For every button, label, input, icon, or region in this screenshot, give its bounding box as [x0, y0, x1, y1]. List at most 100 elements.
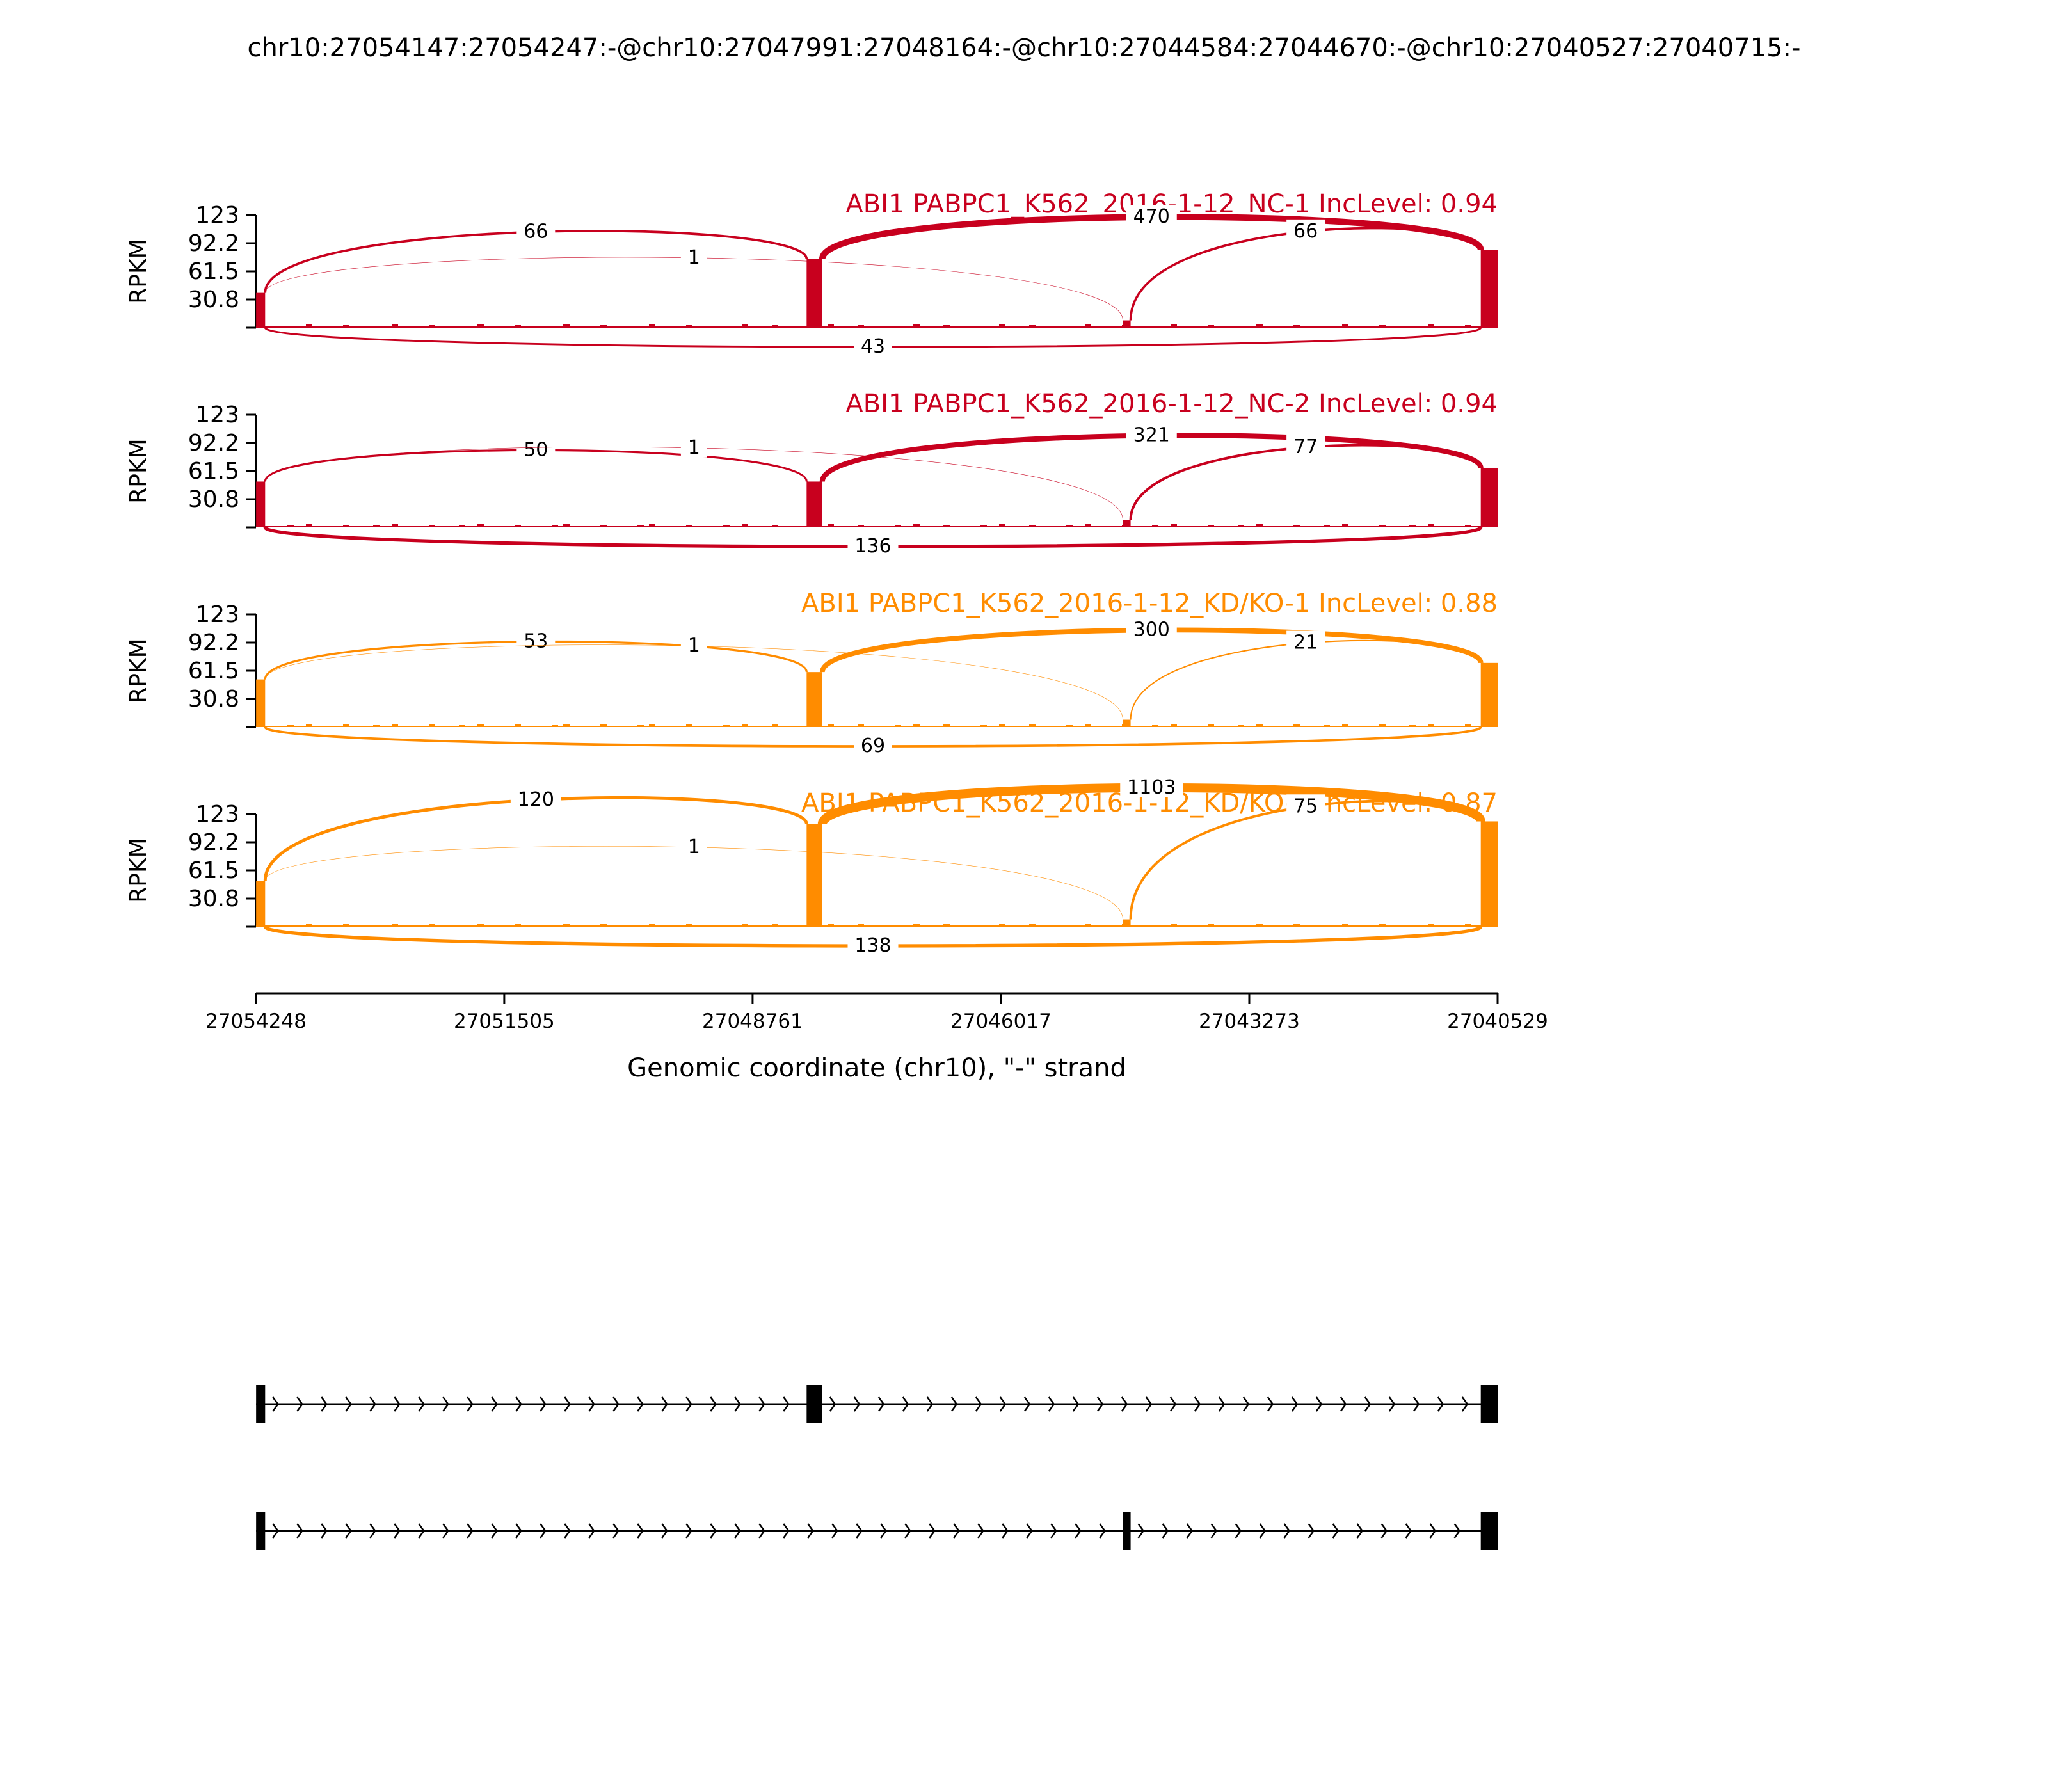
coverage-bump — [324, 526, 331, 527]
junction-arcs: 66 1 470 66 43 — [264, 205, 1484, 358]
coverage-bump — [1133, 726, 1140, 727]
junction-count-label: 53 — [524, 630, 548, 653]
junction-label-bg — [1286, 794, 1325, 817]
coverage-bump — [362, 926, 368, 927]
coverage-bump — [1238, 925, 1244, 927]
coverage-bump — [1103, 526, 1110, 527]
coverage-bump — [686, 525, 692, 527]
junction-label-bg — [1126, 423, 1177, 445]
exon-coverage-peak — [1123, 919, 1131, 927]
coverage-bump — [943, 724, 950, 727]
y-tick-label: 61.5 — [188, 658, 239, 684]
exon-coverage-peak — [1123, 320, 1131, 328]
exon-coverage-peak — [806, 824, 822, 927]
coverage-bump — [477, 724, 484, 727]
coverage-bump — [913, 324, 920, 328]
junction-count-label: 75 — [1293, 795, 1318, 817]
junction-label-bg — [680, 245, 707, 268]
junction-count-label: 50 — [524, 438, 548, 461]
strand-arrow — [321, 1396, 328, 1412]
coverage-bump — [373, 525, 380, 527]
coverage-bump — [999, 524, 1005, 527]
coverage-bump — [943, 525, 950, 527]
junction-label-bg — [510, 787, 561, 810]
coverage-bump — [753, 326, 760, 328]
coverage-bump — [943, 325, 950, 328]
coverage-bump — [324, 925, 331, 927]
coverage-bump — [410, 526, 417, 527]
coverage-bump — [649, 724, 655, 727]
coverage-bump — [1446, 726, 1453, 727]
coverage-bump — [343, 924, 349, 927]
coverage-bump — [932, 326, 938, 328]
strand-arrow — [637, 1523, 644, 1539]
junction-arc — [1129, 799, 1482, 920]
coverage-bump — [1018, 526, 1024, 527]
y-tick-label: 92.2 — [188, 829, 239, 856]
coverage-bump — [1465, 724, 1471, 727]
strand-arrow — [442, 1396, 449, 1412]
coverage-bump — [1085, 724, 1091, 727]
coverage-bump — [1256, 924, 1263, 927]
strand-arrow — [1218, 1396, 1226, 1412]
coverage-bump — [373, 326, 380, 328]
y-axis-label: RPKM — [125, 438, 152, 503]
junction-count-label: 77 — [1293, 436, 1318, 458]
junction-arcs: 120 1 1103 75 138 — [263, 775, 1485, 957]
coverage-bump — [362, 726, 368, 727]
coverage-bump — [410, 925, 417, 927]
coverage-bump — [1085, 524, 1091, 527]
junction-count-label: 1103 — [1127, 776, 1176, 799]
coverage-track — [256, 467, 1498, 527]
coverage-bump — [600, 525, 607, 527]
coverage-bump — [913, 524, 920, 527]
exon-block — [256, 1385, 266, 1423]
coverage-bump — [1312, 327, 1318, 328]
junction-label-bg — [680, 634, 707, 656]
coverage-bump — [1171, 724, 1177, 727]
isoform-model — [256, 1512, 1498, 1550]
exon-coverage-peak — [806, 672, 822, 727]
strand-arrow — [1308, 1523, 1315, 1539]
strand-arrow — [734, 1396, 741, 1412]
coverage-bump — [1361, 726, 1367, 727]
strand-arrow — [929, 1523, 936, 1539]
y-axis-label: RPKM — [125, 239, 152, 303]
coverage-bump — [447, 726, 454, 727]
strand-arrow — [491, 1396, 498, 1412]
strand-arrow — [1453, 1523, 1461, 1539]
coverage-bump — [1103, 326, 1110, 328]
coverage-bump — [1189, 925, 1196, 927]
strand-arrow — [612, 1396, 620, 1412]
strand-arrow — [853, 1396, 861, 1412]
y-tick-label: 61.5 — [188, 858, 239, 884]
junction-arcs: 50 1 321 77 136 — [263, 423, 1484, 557]
coverage-bump — [1465, 525, 1471, 527]
strand-arrow — [758, 1396, 765, 1412]
strand-arrow — [1072, 1396, 1080, 1412]
strand-arrow — [442, 1523, 449, 1539]
strand-arrow — [1162, 1523, 1169, 1539]
strand-arrow — [588, 1523, 595, 1539]
coverage-bump — [515, 724, 521, 727]
strand-arrow — [1235, 1523, 1242, 1539]
coverage-bump — [999, 924, 1005, 927]
coverage-bump — [563, 524, 570, 527]
coverage-bump — [1379, 724, 1386, 727]
coverage-bump — [686, 325, 692, 328]
coverage-bump — [429, 525, 435, 527]
strand-arrow — [685, 1523, 692, 1539]
coverage-bump — [1361, 526, 1367, 527]
strand-arrow — [831, 1523, 838, 1539]
isoform-model — [256, 1385, 1498, 1423]
coverage-bump — [306, 724, 312, 727]
strand-arrow — [1002, 1523, 1009, 1539]
strand-arrow — [1186, 1523, 1194, 1539]
coverage-bump — [552, 725, 558, 727]
coverage-bump — [600, 325, 607, 328]
coverage-bump — [1066, 925, 1073, 927]
x-tick-label: 27051505 — [454, 1010, 555, 1033]
